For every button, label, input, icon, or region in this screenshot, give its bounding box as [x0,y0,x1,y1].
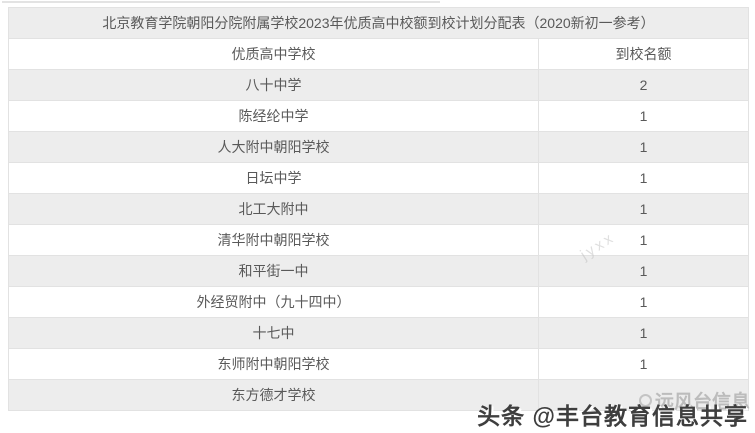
school-name-cell: 北工大附中 [8,193,539,225]
table-title: 北京教育学院朝阳分院附属学校2023年优质高中校额到校计划分配表（2020新初一… [7,7,750,39]
table-row: 日坛中学 1 [8,162,750,194]
screenshot-edge-artifact [2,1,440,3]
table-row: 东方德才学校 [8,379,750,411]
faint-brand-text: 远风台信息 [654,392,750,413]
table-body: 北京教育学院朝阳分院附属学校2023年优质高中校额到校计划分配表（2020新初一… [7,7,750,411]
credit-watermark: 头条 @丰台教育信息共享 [477,403,748,429]
quota-value-cell: 1 [537,224,750,256]
school-name-cell: 和平街一中 [8,255,539,287]
quota-value-cell: 1 [537,100,750,132]
table-row: 北工大附中 1 [8,193,750,225]
table-row: 外经贸附中（九十四中） 1 [8,286,750,318]
school-name-cell: 日坛中学 [8,162,539,194]
quota-value-cell: 1 [537,255,750,287]
school-name-cell: 外经贸附中（九十四中） [8,286,539,318]
table-row: 十七中 1 [8,317,750,349]
table-header-row: 优质高中学校 到校名额 [8,38,750,70]
quota-value-cell: 1 [537,286,750,318]
quota-allocation-table: 北京教育学院朝阳分院附属学校2023年优质高中校额到校计划分配表（2020新初一… [7,7,750,411]
school-name-cell: 陈经纶中学 [8,100,539,132]
table-row: 人大附中朝阳学校 1 [8,131,750,163]
quota-value-cell: 1 [537,162,750,194]
quota-value-cell: 1 [537,131,750,163]
column-header-quota: 到校名额 [537,38,750,70]
school-name-cell: 人大附中朝阳学校 [8,131,539,163]
brand-logo-icon [638,394,652,407]
quota-value-cell: 1 [537,193,750,225]
quota-value-cell: 2 [537,69,750,101]
table-row: 和平街一中 1 [8,255,750,287]
table-row: 八十中学 2 [8,69,750,101]
table-row: 东师附中朝阳学校 1 [8,348,750,380]
faint-brand-watermark: 远风台信息 [638,387,750,414]
school-name-cell: 东方德才学校 [8,379,539,411]
school-name-cell: 东师附中朝阳学校 [8,348,539,380]
table-row: 陈经纶中学 1 [8,100,750,132]
school-name-cell: 十七中 [8,317,539,349]
table-title-row: 北京教育学院朝阳分院附属学校2023年优质高中校额到校计划分配表（2020新初一… [7,7,750,39]
column-header-school: 优质高中学校 [8,38,539,70]
school-name-cell: 清华附中朝阳学校 [8,224,539,256]
school-name-cell: 八十中学 [8,69,539,101]
quota-value-cell: 1 [537,317,750,349]
table-row: 清华附中朝阳学校 1 [8,224,750,256]
quota-value-cell: 1 [537,348,750,380]
